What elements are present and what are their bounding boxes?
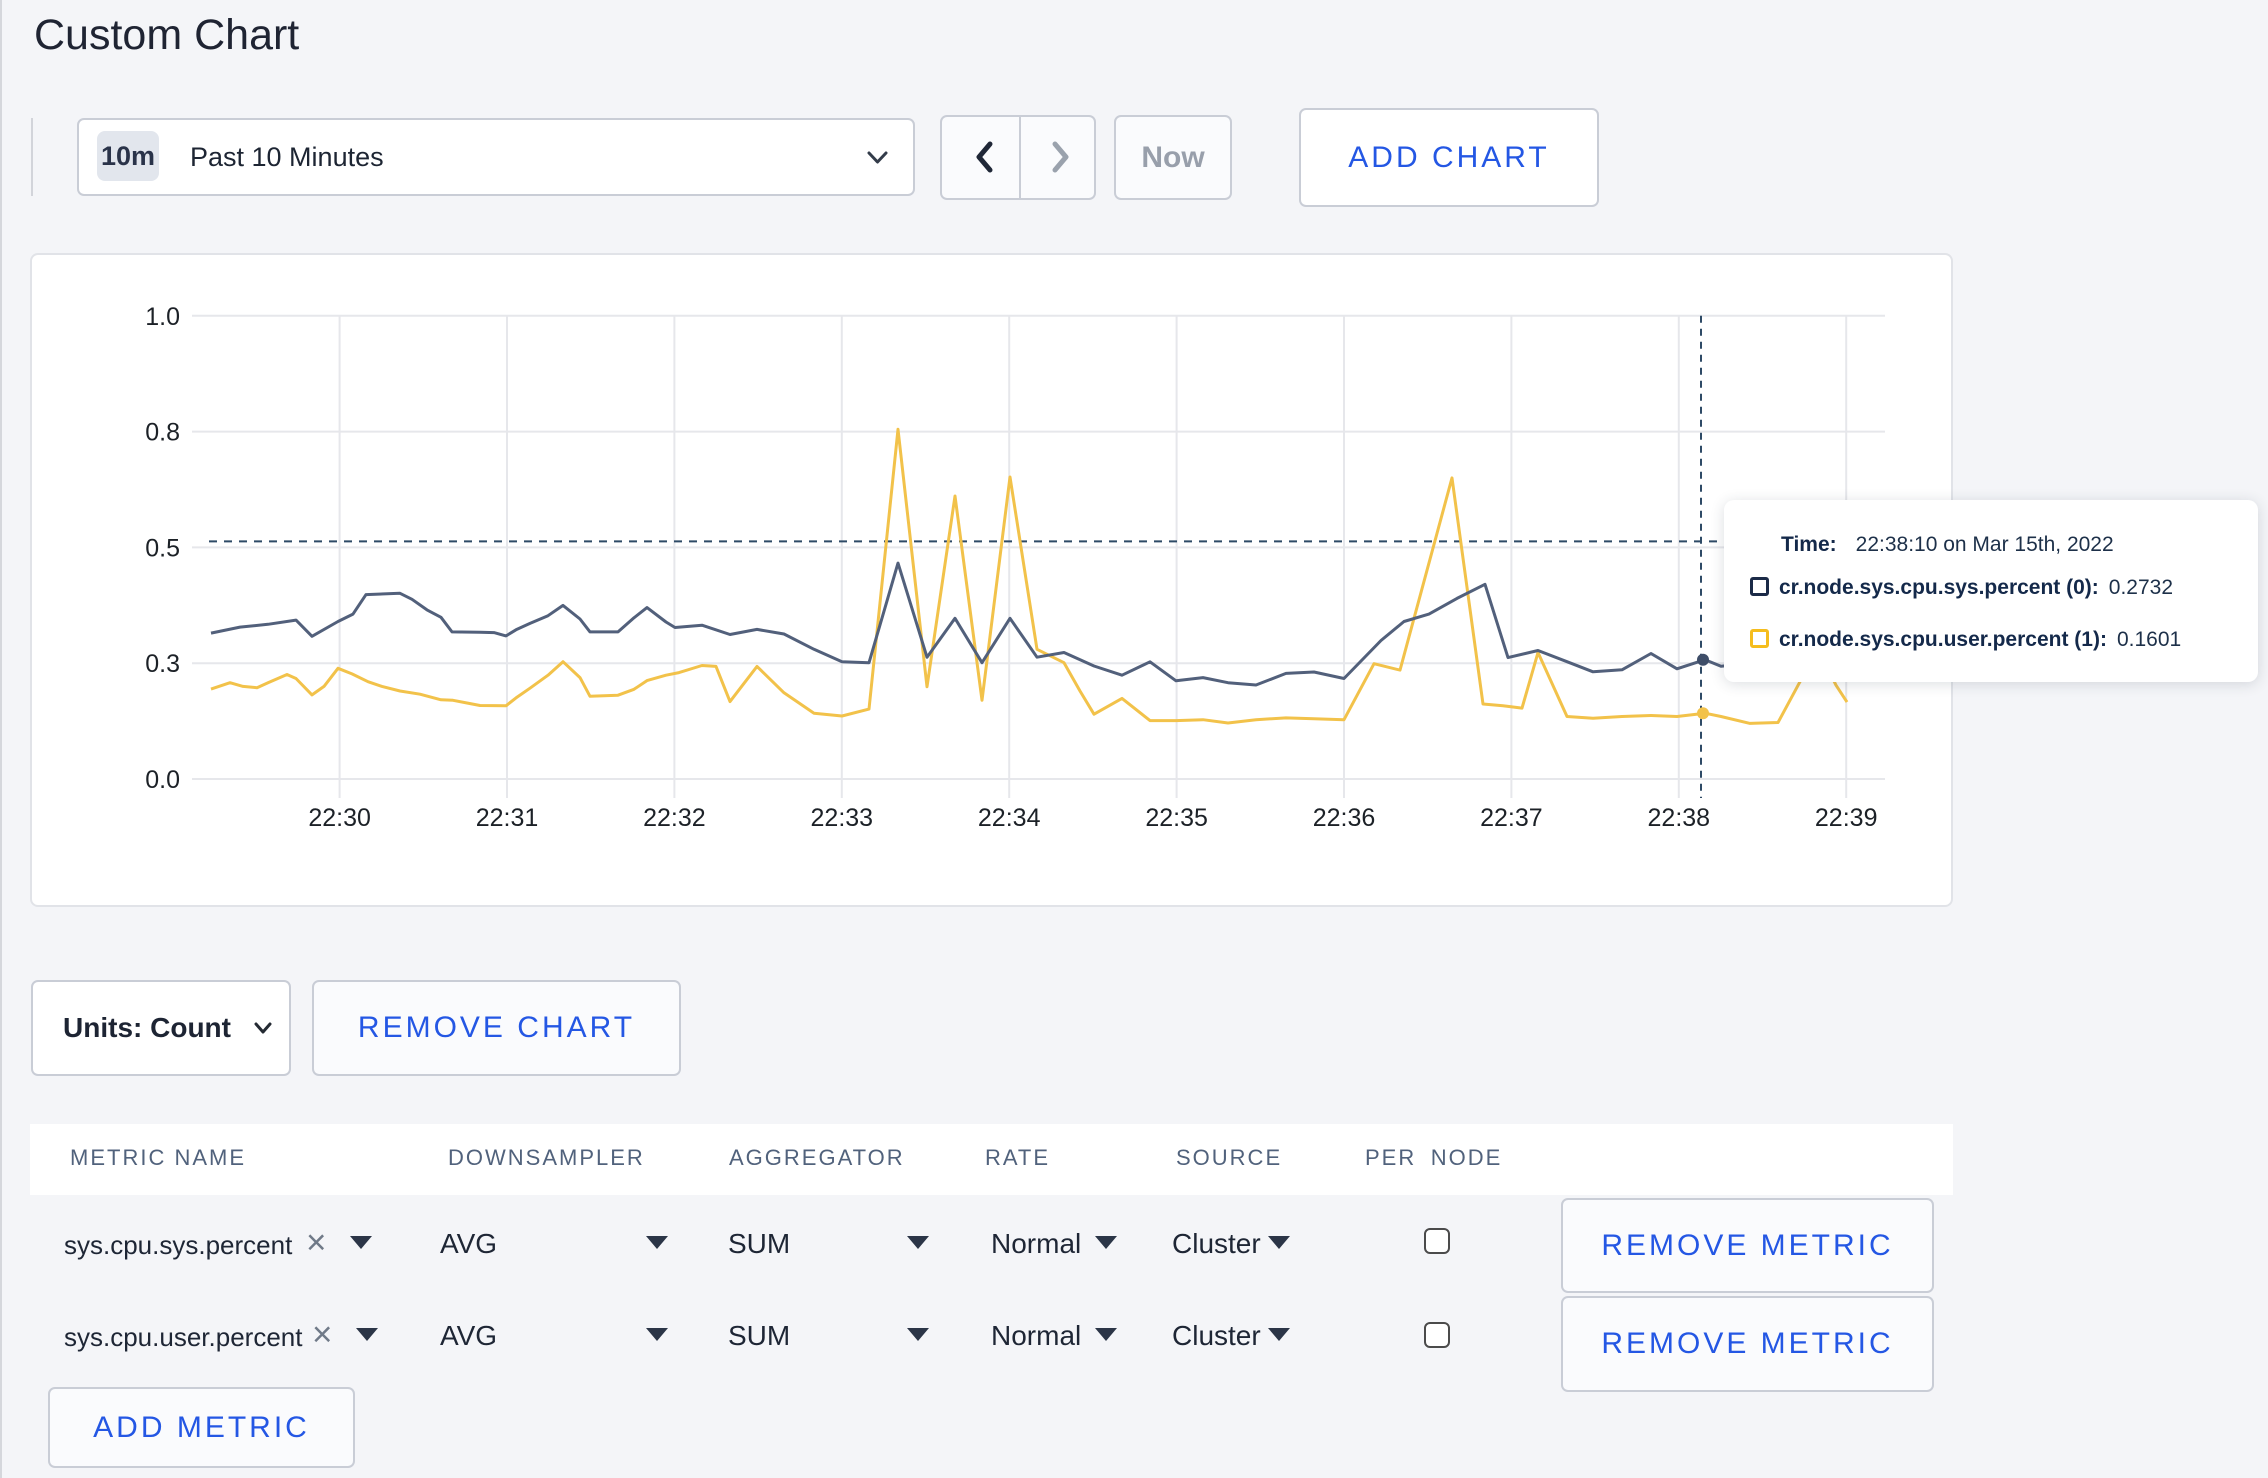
svg-text:22:39: 22:39 (1815, 804, 1878, 832)
svg-text:0.0: 0.0 (145, 766, 180, 794)
svg-text:22:38: 22:38 (1648, 804, 1711, 832)
svg-text:22:34: 22:34 (978, 804, 1041, 832)
svg-text:22:36: 22:36 (1313, 804, 1376, 832)
svg-text:0.3: 0.3 (145, 650, 180, 678)
svg-text:22:33: 22:33 (811, 804, 874, 832)
svg-text:1.0: 1.0 (145, 303, 180, 331)
svg-text:22:31: 22:31 (476, 804, 539, 832)
svg-text:0.8: 0.8 (145, 419, 180, 447)
svg-text:0.5: 0.5 (145, 534, 180, 562)
svg-text:22:35: 22:35 (1145, 804, 1208, 832)
svg-text:22:32: 22:32 (643, 804, 706, 832)
svg-text:22:37: 22:37 (1480, 804, 1543, 832)
svg-text:22:30: 22:30 (308, 804, 371, 832)
